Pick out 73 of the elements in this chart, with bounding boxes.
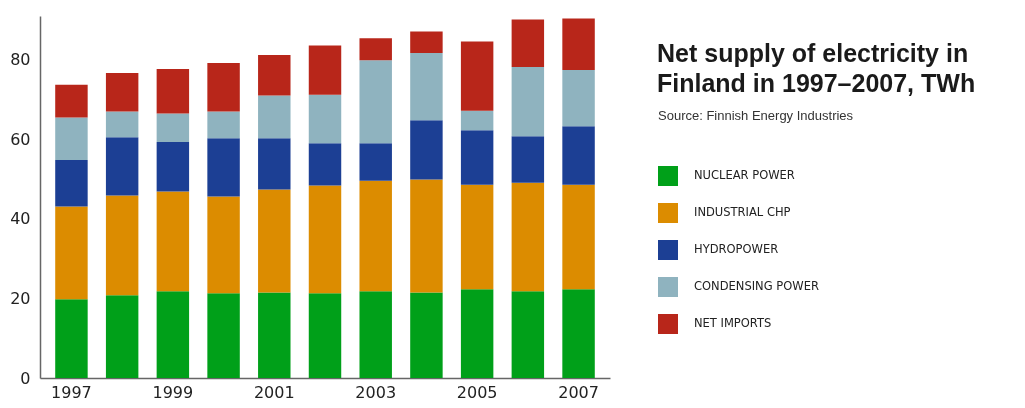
bar bbox=[156, 113, 190, 143]
bar bbox=[410, 120, 443, 180]
bar bbox=[308, 94, 342, 144]
bar bbox=[55, 84, 88, 118]
bar bbox=[308, 293, 342, 378]
bar bbox=[410, 31, 443, 53]
x-tick-label: 2005 bbox=[456, 382, 498, 402]
x-tick-label: 1997 bbox=[51, 382, 92, 402]
bar bbox=[156, 68, 190, 114]
source-note: Source: Finnish Energy Industries bbox=[658, 108, 854, 123]
x-tick-label: 2003 bbox=[355, 382, 397, 402]
bar bbox=[105, 72, 139, 112]
bar bbox=[460, 110, 494, 131]
bar bbox=[105, 111, 139, 138]
bar bbox=[258, 54, 291, 96]
bar bbox=[55, 299, 88, 378]
bar bbox=[562, 18, 595, 71]
bar bbox=[308, 185, 342, 294]
bar bbox=[410, 53, 443, 121]
bar bbox=[460, 289, 494, 378]
bar bbox=[258, 95, 291, 139]
y-tick-label: 0 bbox=[20, 368, 31, 388]
bar bbox=[359, 143, 392, 181]
bar bbox=[55, 160, 88, 207]
text: Net supply of electricity in Finland in 1997–2007, TWh bbox=[657, 38, 977, 98]
bar bbox=[359, 180, 392, 292]
bar bbox=[511, 66, 545, 137]
legend-label: HYDROPOWER bbox=[694, 242, 779, 256]
bar bbox=[156, 142, 190, 192]
x-tick-label: 1999 bbox=[152, 382, 194, 402]
bar bbox=[258, 189, 291, 293]
bar bbox=[562, 289, 595, 378]
bar bbox=[359, 60, 392, 144]
bar bbox=[511, 291, 545, 378]
bar bbox=[511, 182, 545, 292]
bar bbox=[511, 19, 545, 67]
bar bbox=[207, 293, 240, 378]
bar bbox=[511, 136, 545, 183]
legend-label: INDUSTRIAL CHP bbox=[694, 205, 791, 219]
bar bbox=[258, 138, 291, 190]
bar bbox=[207, 196, 240, 294]
bar bbox=[562, 126, 595, 185]
bar bbox=[562, 184, 595, 290]
bar bbox=[410, 292, 443, 378]
bar bbox=[105, 137, 139, 196]
bar bbox=[460, 130, 494, 185]
bar bbox=[105, 295, 139, 378]
bar bbox=[359, 38, 392, 61]
bar bbox=[359, 291, 392, 378]
y-tick-label: 80 bbox=[10, 50, 31, 70]
y-tick-label: 40 bbox=[10, 209, 31, 229]
legend-label: NUCLEAR POWER bbox=[694, 168, 795, 182]
legend-label: NET IMPORTS bbox=[694, 316, 772, 330]
x-tick-label: 2007 bbox=[558, 382, 599, 402]
bar bbox=[308, 45, 342, 95]
bar bbox=[156, 291, 190, 378]
bar bbox=[308, 143, 342, 186]
bar bbox=[460, 41, 494, 111]
y-tick-label: 60 bbox=[10, 129, 31, 149]
bar bbox=[105, 195, 139, 296]
bar bbox=[410, 179, 443, 293]
bar bbox=[207, 138, 240, 197]
bar bbox=[55, 117, 88, 160]
bar bbox=[207, 62, 240, 112]
bar bbox=[55, 206, 88, 300]
bar bbox=[460, 184, 494, 290]
x-tick-label: 2001 bbox=[253, 382, 295, 402]
legend-label: CONDENSING POWER bbox=[694, 279, 819, 293]
bar bbox=[156, 191, 190, 292]
bar bbox=[207, 111, 240, 139]
y-tick-label: 20 bbox=[10, 288, 31, 308]
bar bbox=[258, 292, 291, 378]
bar bbox=[562, 70, 595, 127]
